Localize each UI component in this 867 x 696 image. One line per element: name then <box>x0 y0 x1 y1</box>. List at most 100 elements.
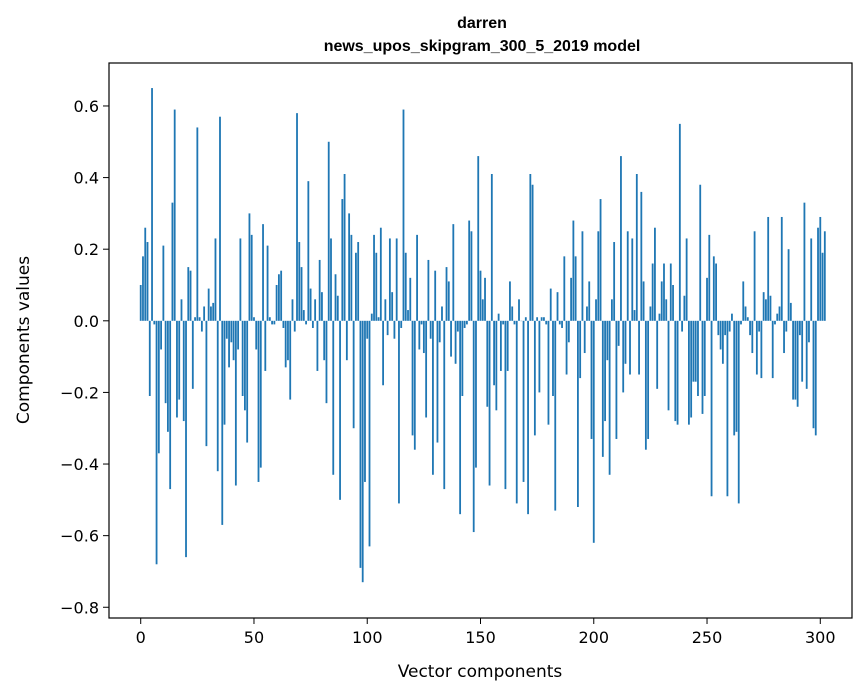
bar-component-116 <box>402 109 405 321</box>
bar-component-29 <box>205 320 208 447</box>
bar-component-179 <box>545 320 548 325</box>
x-tick-label: 150 <box>465 628 496 647</box>
bar-component-110 <box>388 238 391 321</box>
bar-component-265 <box>740 320 742 325</box>
bar-component-27 <box>200 320 203 332</box>
bar-component-183 <box>554 320 557 511</box>
bar-component-246 <box>697 320 699 396</box>
bar-component-228 <box>656 320 659 389</box>
bar-component-297 <box>812 320 815 429</box>
bar-component-130 <box>434 270 437 321</box>
x-tick-label: 0 <box>136 628 146 647</box>
bar-component-212 <box>620 156 622 321</box>
bar-component-92 <box>348 213 351 321</box>
bar-component-80 <box>321 292 323 321</box>
bar-component-209 <box>613 242 616 321</box>
bar-component-53 <box>259 320 262 468</box>
bar-component-63 <box>282 320 285 328</box>
bar-component-204 <box>601 320 604 457</box>
bar-component-250 <box>706 277 708 321</box>
bar-component-35 <box>219 116 221 321</box>
bar-component-276 <box>765 299 767 321</box>
y-axis-label: Components values <box>14 256 34 424</box>
bar-component-232 <box>665 299 668 321</box>
bar-component-67 <box>291 299 294 321</box>
bar-component-180 <box>547 320 550 425</box>
bar-component-193 <box>577 320 579 507</box>
bar-component-206 <box>606 320 609 361</box>
bar-component-42 <box>234 320 237 486</box>
bar-component-152 <box>484 277 486 321</box>
bar-component-94 <box>352 320 355 429</box>
x-tick-label: 200 <box>578 628 609 647</box>
bar-component-120 <box>411 320 414 436</box>
bar-component-83 <box>327 141 330 321</box>
y-axis: −0.8 −0.6 −0.4 −0.2 0.0 0.2 0.4 0.6 <box>60 97 109 617</box>
bar-component-245 <box>694 320 697 382</box>
bar-component-112 <box>393 320 396 339</box>
bar-component-54 <box>262 224 264 321</box>
bar-component-23 <box>191 320 194 389</box>
bar-component-275 <box>762 292 765 321</box>
y-tick-label: 0.2 <box>74 240 99 259</box>
bar-component-18 <box>180 299 183 321</box>
bar-component-108 <box>384 299 387 321</box>
bar-component-55 <box>264 320 267 371</box>
bar-component-132 <box>438 320 441 343</box>
bar-component-229 <box>658 313 661 321</box>
bar-component-286 <box>787 249 790 321</box>
bar-component-49 <box>250 234 253 321</box>
bar-component-12 <box>166 320 169 432</box>
bar-series <box>139 88 826 583</box>
bar-component-28 <box>203 306 206 321</box>
bar-component-31 <box>210 306 212 321</box>
bar-component-224 <box>647 320 650 439</box>
y-tick-label: −0.2 <box>60 383 99 402</box>
bar-component-195 <box>581 231 584 321</box>
bar-component-104 <box>375 252 378 321</box>
bar-component-227 <box>654 227 656 321</box>
bar-component-106 <box>379 227 382 321</box>
bar-component-125 <box>422 320 425 354</box>
bar-component-64 <box>284 320 287 368</box>
bar-component-48 <box>248 213 251 321</box>
bar-component-166 <box>515 320 518 504</box>
bar-component-162 <box>506 320 509 371</box>
bar-component-208 <box>610 299 613 321</box>
bar-component-156 <box>493 320 495 386</box>
bar-component-85 <box>332 320 335 475</box>
bar-component-34 <box>216 320 219 472</box>
bar-component-219 <box>635 174 638 321</box>
bar-component-1 <box>142 256 144 321</box>
bar-component-147 <box>472 320 475 533</box>
bar-component-198 <box>588 281 591 321</box>
bar-component-91 <box>345 320 348 361</box>
bar-component-141 <box>459 320 462 515</box>
bar-component-148 <box>475 320 477 468</box>
bar-component-102 <box>370 313 373 321</box>
bar-component-60 <box>275 285 278 321</box>
bar-component-66 <box>289 320 292 400</box>
bar-component-274 <box>760 320 763 379</box>
bar-component-258 <box>724 320 727 336</box>
bar-component-136 <box>447 281 450 321</box>
bar-component-140 <box>456 320 459 332</box>
bar-component-165 <box>513 320 516 325</box>
bar-component-173 <box>531 184 534 321</box>
bar-component-287 <box>789 302 792 321</box>
bar-component-225 <box>649 306 652 321</box>
bar-component-128 <box>429 320 432 339</box>
bar-component-263 <box>735 320 738 432</box>
bar-component-75 <box>309 288 312 321</box>
bar-component-283 <box>780 216 783 321</box>
bar-component-254 <box>715 263 717 321</box>
bar-component-281 <box>776 313 779 321</box>
bar-component-8 <box>157 320 160 454</box>
bar-component-237 <box>676 320 679 425</box>
bar-component-26 <box>198 317 201 321</box>
bar-component-145 <box>468 220 471 321</box>
bar-component-291 <box>798 320 801 336</box>
bar-component-248 <box>701 320 704 414</box>
bar-component-190 <box>570 277 573 321</box>
bar-component-37 <box>223 320 226 425</box>
